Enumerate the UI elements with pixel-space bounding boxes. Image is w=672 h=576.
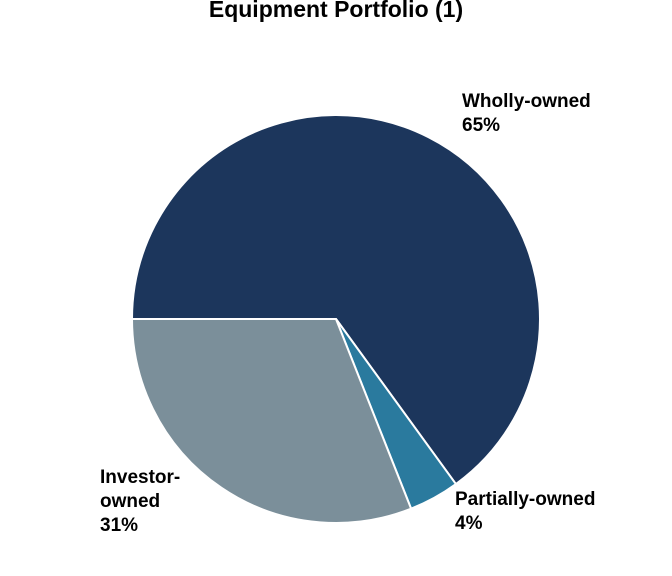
chart-title: Equipment Portfolio (1) [208, 0, 464, 22]
label-investor-owned: Investor- owned 31% [100, 466, 180, 538]
label-wholly-owned: Wholly-owned 65% [462, 90, 591, 138]
label-investor-owned-pct: 31% [100, 515, 139, 536]
label-investor-owned-name-2: owned [100, 491, 161, 512]
label-wholly-owned-name: Wholly-owned [462, 91, 591, 112]
label-partially-owned: Partially-owned 4% [455, 488, 595, 536]
label-partially-owned-pct: 4% [455, 513, 483, 534]
label-wholly-owned-pct: 65% [462, 115, 501, 136]
label-partially-owned-name: Partially-owned [455, 489, 596, 510]
pie-slice-investor-owned [131, 318, 413, 524]
pie-slice-wholly-owned [131, 114, 541, 486]
label-investor-owned-name-1: Investor- [100, 467, 181, 488]
